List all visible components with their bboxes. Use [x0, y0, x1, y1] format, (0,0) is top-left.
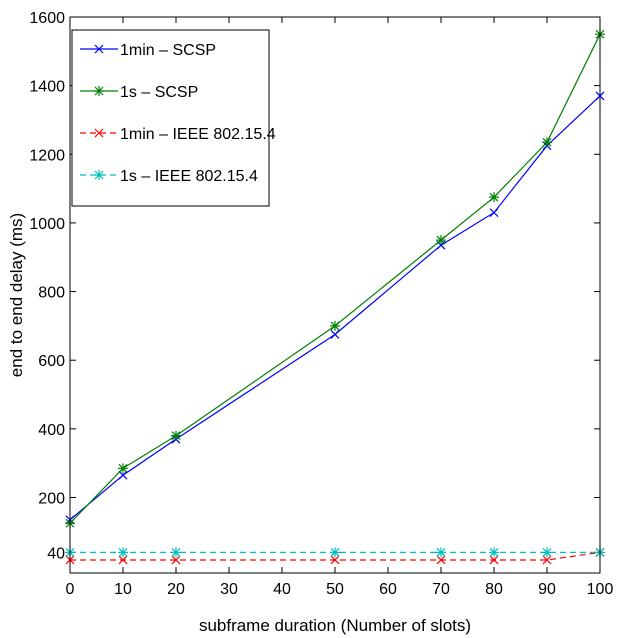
- data-point: [542, 137, 552, 148]
- y-axis-title: end to end delay (ms): [7, 213, 26, 377]
- legend-marker: [94, 44, 104, 54]
- x-tick-label: 0: [66, 581, 75, 598]
- series-line: [69, 95, 601, 521]
- series-4: [65, 547, 605, 558]
- y-tick-label: 400: [38, 422, 65, 439]
- y-tick-label: 1000: [29, 216, 65, 233]
- legend-entry: 1min – SCSP: [80, 42, 216, 59]
- data-point: [330, 320, 340, 331]
- legend-box: [71, 29, 270, 207]
- x-tick-label: 50: [326, 581, 344, 598]
- x-tick-label: 90: [538, 581, 556, 598]
- y-tick-label: 1600: [29, 10, 65, 27]
- y-tick-label: 800: [38, 285, 65, 302]
- legend-marker: [94, 170, 104, 180]
- data-point: [436, 547, 446, 558]
- axis-ticks: 0 10 20 30 40 50 60 70 80 90 100 40 200 400 600 800 1000…: [29, 10, 613, 598]
- data-point: [171, 430, 181, 441]
- data-point: [118, 463, 128, 474]
- data-point: [436, 555, 446, 565]
- series-line: [70, 551, 601, 561]
- legend-label: 1s – SCSP: [120, 84, 198, 101]
- data-point: [542, 547, 552, 558]
- data-point: [489, 192, 499, 203]
- data-point: [330, 555, 340, 565]
- data-point: [330, 547, 340, 558]
- data-point: [171, 547, 181, 558]
- data-point: [118, 470, 128, 480]
- x-tick-label: 70: [432, 581, 450, 598]
- x-tick-label: 80: [485, 581, 503, 598]
- x-tick-label: 30: [220, 581, 238, 598]
- y-tick-label: 200: [38, 490, 65, 507]
- legend-marker: [94, 86, 104, 96]
- legend-label: 1s – IEEE 802.15.4: [120, 168, 258, 185]
- legend-entry: 1s – IEEE 802.15.4: [80, 168, 258, 185]
- legend: 1min – SCSP 1s – SCSP 1min – IEEE 802.15.4…: [71, 29, 276, 207]
- x-tick-label: 20: [167, 581, 185, 598]
- data-point: [542, 555, 552, 565]
- x-axis-title: subframe duration (Number of slots): [199, 616, 471, 635]
- y-tick-label: 600: [38, 353, 65, 370]
- x-tick-label: 100: [587, 581, 614, 598]
- data-point: [489, 208, 499, 218]
- data-point: [118, 555, 128, 565]
- data-point: [118, 547, 128, 558]
- legend-entry: 1s – SCSP: [80, 84, 198, 101]
- legend-label: 1min – IEEE 802.15.4: [120, 126, 276, 143]
- x-tick-label: 10: [114, 581, 132, 598]
- data-point: [436, 235, 446, 246]
- y-tick-label: 1400: [29, 79, 65, 96]
- y-tick-label: 40: [47, 545, 65, 562]
- y-tick-label: 1200: [29, 147, 65, 164]
- legend-label: 1min – SCSP: [120, 42, 216, 59]
- data-point: [489, 555, 499, 565]
- x-tick-label: 60: [379, 581, 397, 598]
- legend-entry: 1min – IEEE 802.15.4: [80, 126, 276, 143]
- data-point: [489, 547, 499, 558]
- plot-frame: [69, 16, 601, 574]
- data-point: [330, 330, 340, 339]
- series-line: [69, 33, 601, 524]
- data-point: [171, 555, 181, 565]
- legend-marker: [94, 128, 104, 138]
- x-tick-label: 40: [273, 581, 291, 598]
